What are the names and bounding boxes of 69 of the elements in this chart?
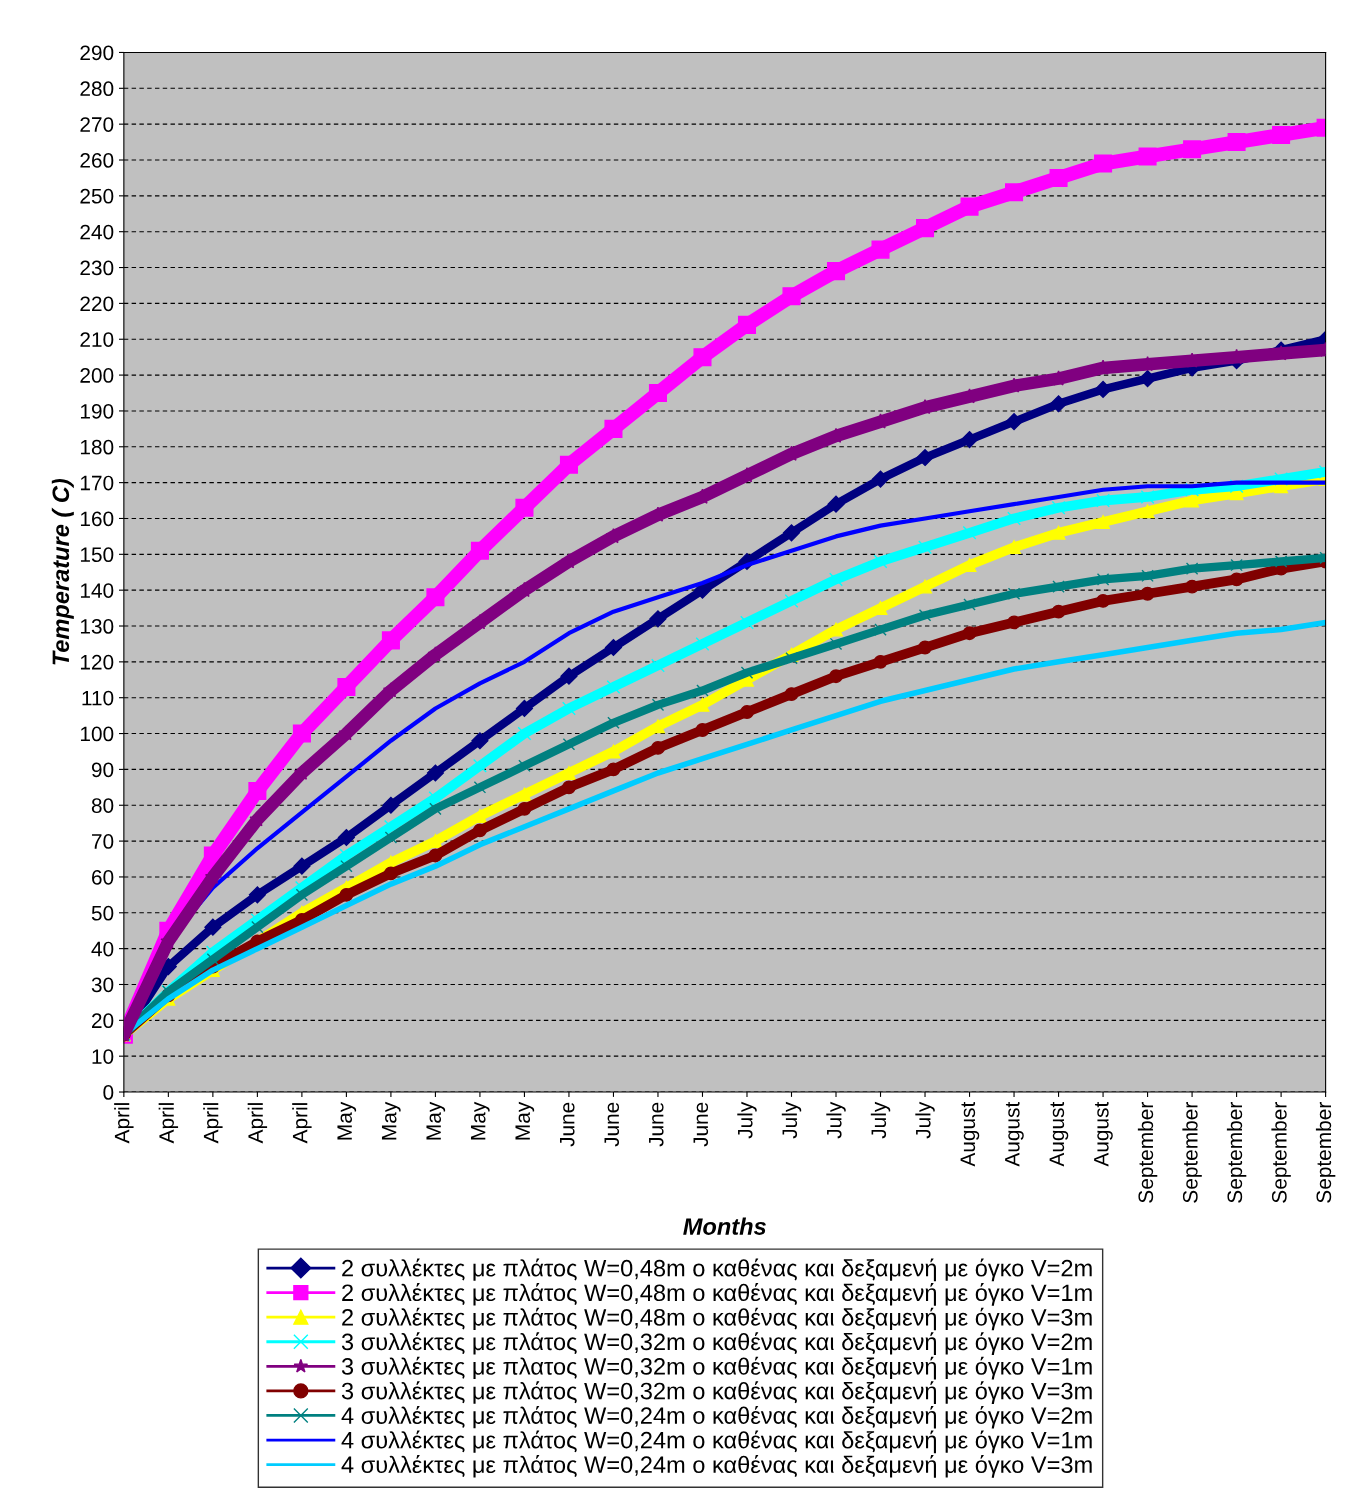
x-tick-label: August [1094, 1101, 1113, 1167]
x-tick-label: April [203, 1103, 223, 1144]
x-tick-label: April [292, 1103, 312, 1144]
legend-label: 2 συλλέκτες με πλάτος W=0,48m ο καθένας και δεξαμενή με όγκο V=3m [342, 1307, 1092, 1331]
y-tick-label: 200 [80, 368, 114, 383]
x-tick-label: September [1182, 1102, 1202, 1203]
legend-label: 4 συλλέκτες με πλάτος W=0,24m ο καθένας και δεξαμενή με όγκο V=3m [341, 1455, 1092, 1478]
legend-label: 4 συλλέκτες με πλάτος W=0,24m ο καθένας και δεξαμενή με όγκο V=1m [341, 1430, 1092, 1454]
x-tick-label: April [114, 1103, 134, 1144]
legend-label: 3 συλλέκτες με πλατος W=0,32m ο καθένας και δεξαμενή με όγκο V=1m [341, 1356, 1092, 1380]
x-tick-label: July [870, 1101, 891, 1139]
y-tick-label: 230 [80, 260, 114, 276]
x-tick-label: May [515, 1101, 535, 1140]
x-tick-label: May [470, 1101, 490, 1140]
y-tick-label: 190 [80, 403, 114, 419]
y-tick-label: 30 [91, 977, 114, 993]
x-tick-label: August [1005, 1101, 1024, 1167]
x-tick-label: July [781, 1101, 802, 1139]
legend-label: 2 συλλέκτες με πλάτος W=0,48m ο καθένας και δεξαμενή με όγκο V=2m [342, 1258, 1092, 1282]
y-tick-label: 290 [80, 45, 114, 61]
x-tick-label: May [381, 1101, 401, 1140]
x-tick-label: June [649, 1102, 664, 1147]
legend-label: 3 συλλέκτες με πλάτος W=0,32m ο καθένας και δεξαμενή με όγκο V=2m [341, 1332, 1092, 1355]
y-tick-label: 180 [80, 439, 114, 455]
x-tick-label: August [960, 1101, 980, 1167]
y-tick-label: 70 [92, 834, 114, 849]
y-tick-label: 130 [80, 619, 114, 634]
x-axis-title: Months [683, 1217, 766, 1235]
y-tick-label: 90 [91, 762, 114, 778]
y-tick-label: 100 [80, 726, 114, 742]
y-tick-label: 240 [80, 224, 114, 240]
y-tick-label: 120 [80, 654, 114, 670]
legend-label: 4 συλλέκτες με πλάτος W=0,24m ο καθένας και δεξαμενή με όγκο V=2m [341, 1405, 1092, 1429]
x-tick-label: September [1315, 1102, 1336, 1203]
y-tick-label: 80 [91, 798, 114, 813]
x-tick-label: May [337, 1101, 357, 1140]
y-tick-label: 220 [80, 296, 114, 312]
x-tick-label: September [1226, 1102, 1247, 1203]
x-tick-label: July [915, 1101, 935, 1139]
y-tick-label: 250 [80, 188, 114, 204]
y-tick-label: 20 [92, 1013, 114, 1029]
y-tick-label: 260 [80, 153, 114, 168]
y-tick-label: 0 [103, 1085, 114, 1100]
x-tick-label: September [1137, 1102, 1158, 1203]
x-tick-label: September [1271, 1102, 1291, 1203]
y-tick-label: 170 [80, 475, 114, 491]
y-tick-label: 50 [91, 905, 114, 921]
y-tick-label: 60 [92, 869, 114, 885]
y-tick-label: 210 [80, 332, 114, 347]
y-tick-label: 40 [91, 941, 114, 957]
x-tick-label: August [1049, 1101, 1069, 1167]
x-tick-label: April [158, 1103, 179, 1144]
y-tick-label: 270 [80, 117, 114, 132]
x-tick-label: April [247, 1103, 268, 1144]
y-tick-label: 280 [80, 81, 114, 97]
x-tick-label: May [426, 1101, 446, 1140]
x-tick-label: July [737, 1101, 757, 1139]
x-tick-label: July [826, 1101, 846, 1139]
y-tick-label: 140 [80, 583, 114, 598]
y-tick-label: 10 [92, 1049, 114, 1064]
legend-label: 3 συλλέκτες με πλάτος W=0,32m ο καθένας και δεξαμενή με όγκο V=3m [341, 1381, 1092, 1405]
legend-label: 2 συλλέκτες με πλάτος W=0,48m ο καθένας και δεξαμενή με όγκο V=1m [342, 1283, 1092, 1306]
y-tick-label: 150 [80, 547, 114, 563]
y-axis-title: Temperature ( C) [51, 478, 74, 665]
y-tick-label: 110 [82, 690, 114, 706]
x-tick-label: June [604, 1102, 620, 1147]
x-tick-label: June [560, 1102, 575, 1147]
x-tick-label: June [693, 1102, 709, 1147]
y-tick-label: 160 [80, 511, 114, 527]
